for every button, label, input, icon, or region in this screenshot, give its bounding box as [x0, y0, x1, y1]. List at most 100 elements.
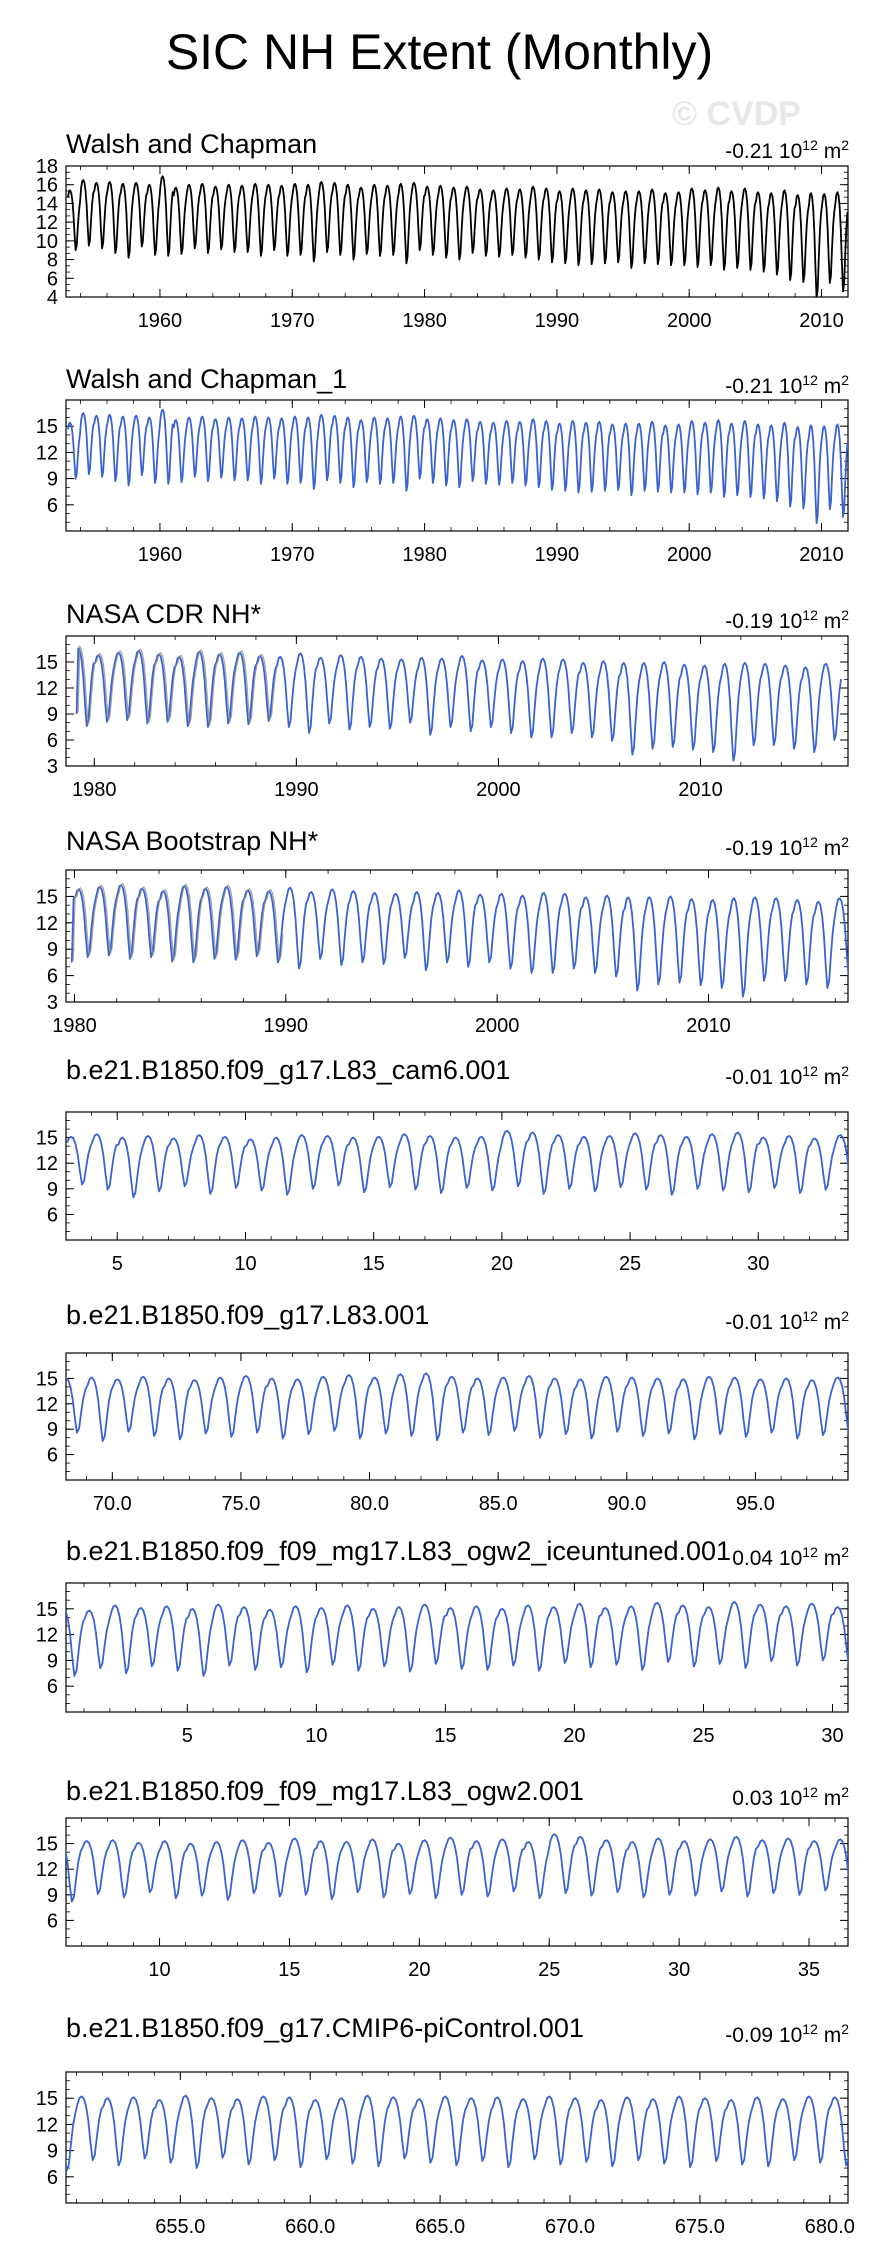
y-tick-label: 8: [47, 250, 58, 272]
trend-suffix-exponent: 2: [841, 2021, 849, 2037]
trend-suffix: m: [823, 1547, 842, 1570]
plot-frame: [65, 1111, 849, 1241]
chart-plot: 3 6 9 12 15 1980 1990 2000 2010: [36, 869, 849, 1037]
chart-plot: 6 9 12 15 5 10 15 20 25 30: [36, 1582, 849, 1747]
x-tick-label: 1990: [535, 310, 580, 332]
x-tick-label: 2010: [678, 779, 723, 801]
x-tick-label: 1990: [264, 1015, 309, 1037]
trend-unit: 10: [778, 2024, 803, 2047]
x-tick-label: 15: [278, 1959, 300, 1981]
y-tick-label: 6: [47, 1445, 58, 1467]
y-tick-label: 12: [36, 1625, 58, 1647]
trend-exponent: 12: [802, 1308, 818, 1324]
series-line: [66, 2094, 848, 2172]
trend-exponent: 12: [802, 1544, 818, 1560]
trend-unit: 10: [778, 375, 803, 398]
x-tick-label: 1990: [274, 779, 319, 801]
x-tick-label: 2010: [686, 1015, 731, 1037]
trend-unit: 10: [778, 610, 803, 633]
x-tick-label: 75.0: [221, 1493, 260, 1515]
overlay-series-line: [72, 882, 284, 962]
trend-suffix: m: [823, 1311, 842, 1334]
overlay-series-line: [77, 644, 280, 726]
y-tick-label: 9: [47, 469, 58, 491]
x-tick-label: 2000: [667, 544, 712, 566]
trend-value: 0.04: [732, 1547, 774, 1570]
x-tick-label: 680.0: [805, 2216, 855, 2238]
y-tick-label: 12: [36, 1394, 58, 1416]
x-tick-label: 1960: [138, 544, 183, 566]
x-tick-label: 665.0: [415, 2216, 465, 2238]
x-tick-label: 25: [692, 1725, 714, 1747]
y-tick-label: 15: [36, 1599, 58, 1621]
y-tick-label: 12: [36, 2114, 58, 2136]
x-tick-label: 670.0: [545, 2216, 595, 2238]
y-tick-label: 9: [47, 704, 58, 726]
plot-frame: [65, 1352, 849, 1481]
trend-suffix-exponent: 2: [841, 372, 849, 388]
trend-suffix-exponent: 2: [841, 834, 849, 850]
trend-label: -0.19 1012 m2: [725, 603, 849, 634]
y-tick-label: 3: [47, 756, 58, 778]
series-line: [66, 1601, 848, 1677]
chart-plot: 6 9 12 15 1960 1970 1980 1990 2000 2010: [36, 399, 849, 566]
trend-suffix: m: [823, 140, 842, 163]
trend-exponent: 12: [802, 1784, 818, 1800]
trend-label: 0.03 1012 m2: [732, 1780, 849, 1811]
x-tick-label: 1980: [402, 544, 447, 566]
plot-frame: [65, 869, 849, 1003]
series-line: [66, 1372, 848, 1442]
y-tick-label: 3: [47, 992, 58, 1014]
y-tick-label: 12: [36, 1153, 58, 1175]
series-line: [66, 175, 848, 297]
x-tick-label: 95.0: [736, 1493, 775, 1515]
trend-unit: 10: [778, 140, 803, 163]
plot-frame: [65, 635, 849, 767]
trend-unit: 10: [778, 1311, 803, 1334]
y-tick-label: 15: [36, 886, 58, 908]
x-tick-label: 660.0: [285, 2216, 335, 2238]
trend-value: 0.03: [732, 1787, 774, 1810]
series-line: [66, 1833, 848, 1903]
panel-title: Walsh and Chapman_1: [66, 364, 348, 394]
chart-plot: 6 9 12 15 70.0 75.0 80.0 85.0 90.0 95.0: [36, 1352, 849, 1515]
x-tick-label: 25: [619, 1253, 641, 1275]
trend-label: -0.01 1012 m2: [725, 1304, 849, 1335]
x-tick-label: 70.0: [93, 1493, 132, 1515]
trend-unit: 10: [778, 1787, 803, 1810]
y-tick-label: 12: [36, 913, 58, 935]
x-tick-label: 30: [747, 1253, 769, 1275]
x-tick-label: 5: [182, 1725, 193, 1747]
y-tick-label: 9: [47, 1179, 58, 1201]
y-tick-label: 12: [36, 442, 58, 464]
y-tick-label: 9: [47, 2141, 58, 2163]
x-tick-label: 20: [408, 1959, 430, 1981]
panel-title: b.e21.B1850.f09_g17.L83.001: [66, 1300, 430, 1330]
trend-value: -0.19: [725, 837, 774, 860]
y-tick-label: 4: [47, 287, 58, 309]
trend-suffix: m: [823, 2024, 842, 2047]
x-tick-label: 30: [821, 1725, 843, 1747]
trend-suffix-exponent: 2: [841, 1784, 849, 1800]
plot-frame: [65, 399, 849, 532]
trend-value: -0.19: [725, 610, 774, 633]
trend-unit: 10: [778, 1066, 803, 1089]
plot-frame: [65, 1582, 849, 1713]
x-tick-label: 2000: [476, 779, 521, 801]
x-tick-label: 655.0: [155, 2216, 205, 2238]
x-tick-label: 35: [798, 1959, 820, 1981]
y-tick-label: 12: [36, 1859, 58, 1881]
trend-suffix-exponent: 2: [841, 1544, 849, 1560]
x-tick-label: 1990: [535, 544, 580, 566]
series-line: [70, 884, 848, 998]
trend-label: -0.21 1012 m2: [725, 133, 849, 164]
panel-title: NASA Bootstrap NH*: [66, 826, 319, 856]
y-tick-label: 14: [36, 193, 58, 215]
y-tick-label: 9: [47, 1885, 58, 1907]
trend-label: -0.19 1012 m2: [725, 830, 849, 861]
panel-title: Walsh and Chapman: [66, 129, 318, 159]
trend-exponent: 12: [802, 137, 818, 153]
x-tick-label: 1980: [72, 779, 117, 801]
x-tick-label: 2000: [667, 310, 712, 332]
y-tick-label: 9: [47, 1650, 58, 1672]
